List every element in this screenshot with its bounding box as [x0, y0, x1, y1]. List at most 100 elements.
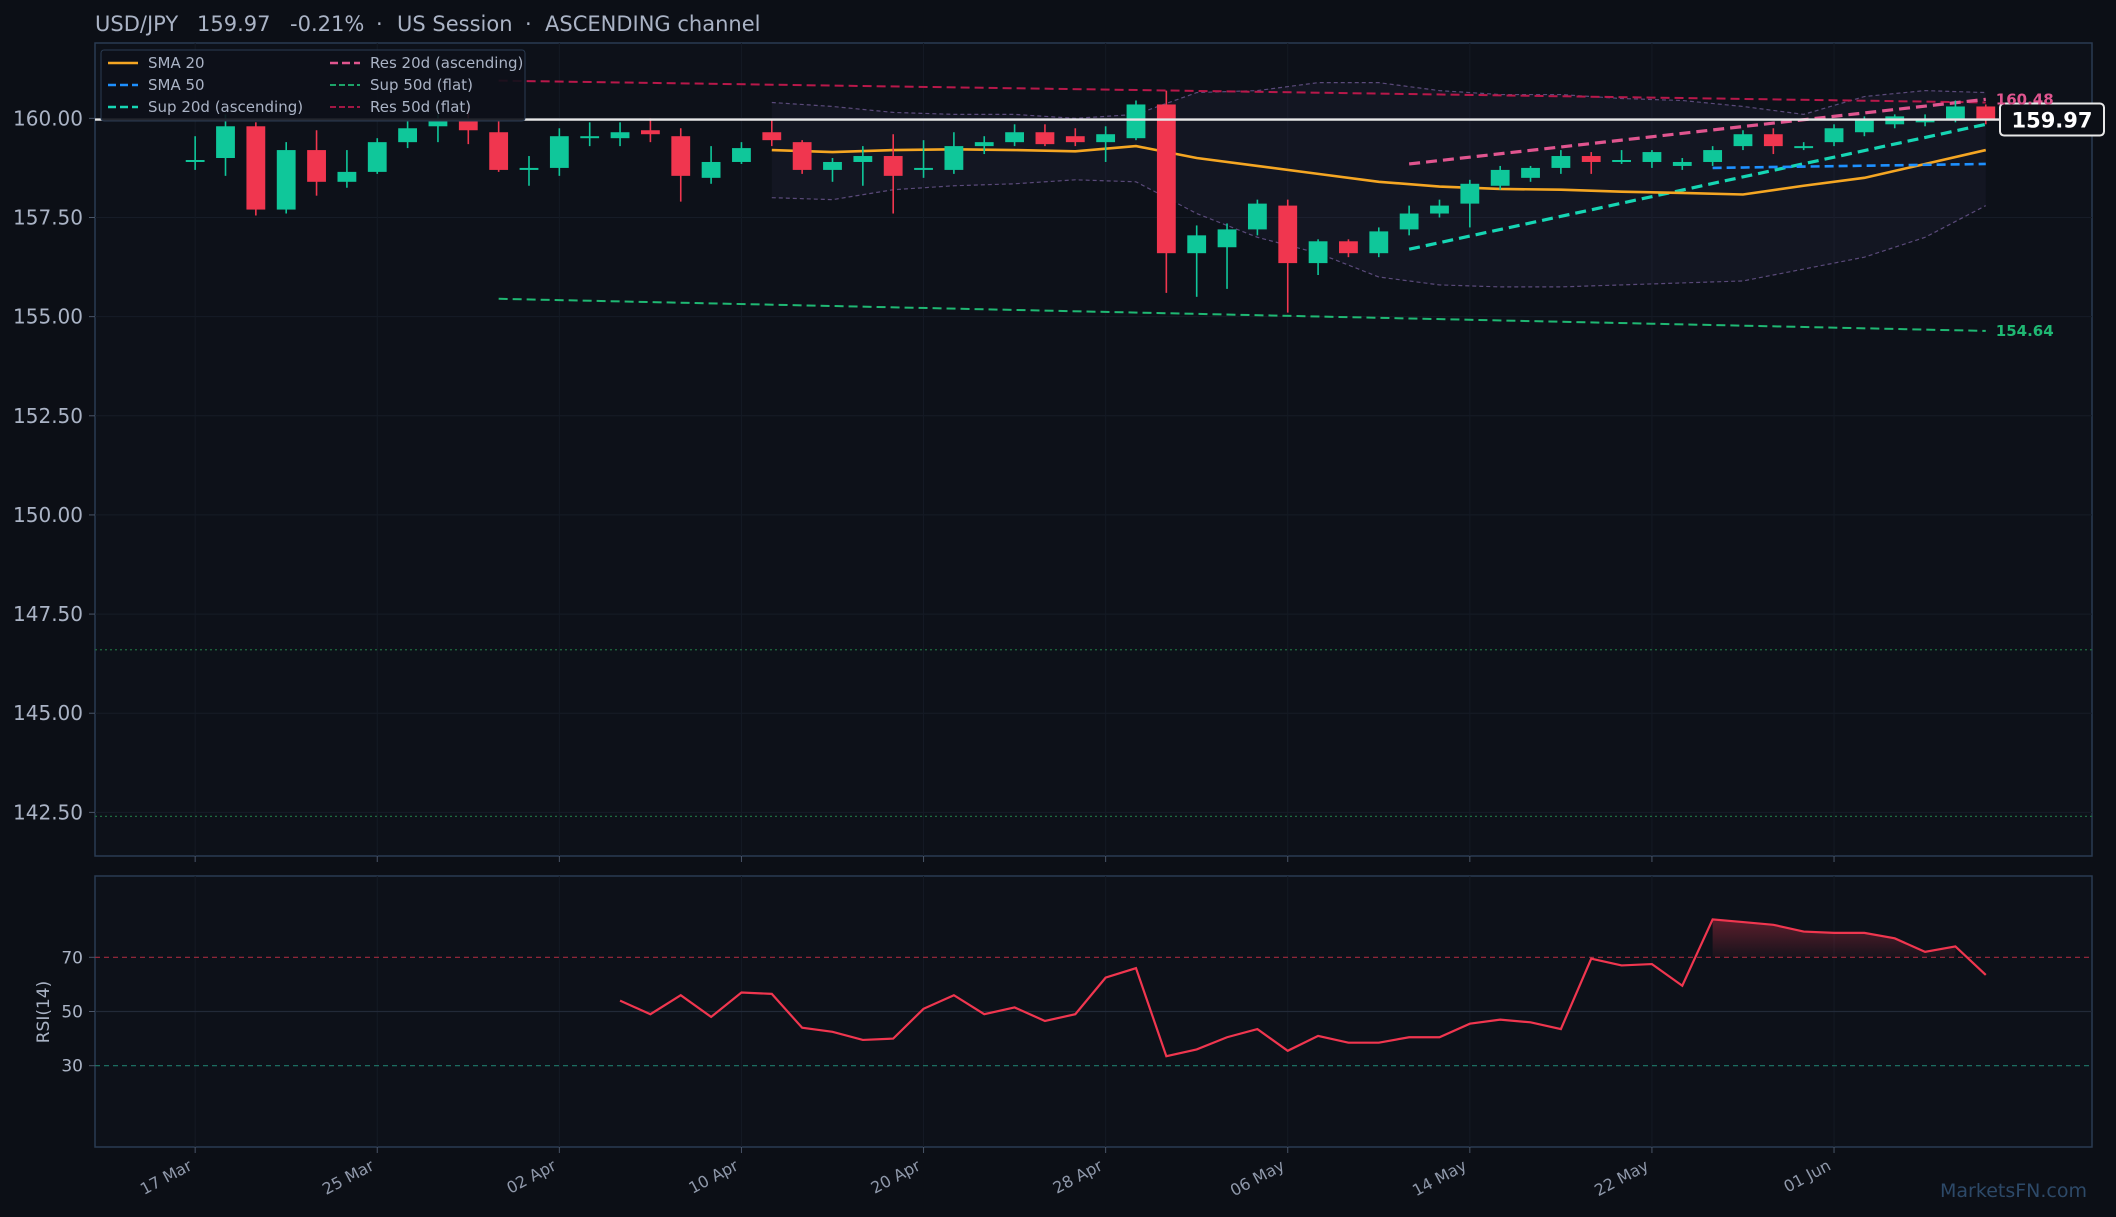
x-tick-label: 17 Mar	[137, 1156, 195, 1199]
candle-down	[458, 120, 478, 131]
sma20-line	[771, 144, 1987, 196]
candle-down	[246, 126, 266, 210]
candle-up	[216, 126, 235, 159]
candle-up	[1490, 169, 1510, 186]
header-separator-1: ·	[376, 12, 383, 36]
header-symbol: USD/JPY	[95, 12, 178, 36]
candle-up	[1642, 152, 1662, 162]
candle-down	[792, 142, 812, 170]
candle-up	[1733, 134, 1753, 147]
header-channel: ASCENDING channel	[545, 12, 760, 36]
candle-down	[1763, 134, 1783, 147]
candle-up	[1854, 120, 1874, 133]
candle-up	[1794, 146, 1814, 149]
current-price-tag	[1999, 102, 2105, 137]
candle-up	[732, 148, 751, 162]
candle-up	[1824, 128, 1844, 143]
legend-label: Sup 20d (ascending)	[148, 98, 303, 116]
sma50-line	[1712, 162, 1986, 170]
channel-band-lower	[771, 179, 1987, 288]
candle-up	[1126, 104, 1146, 139]
x-tick-label: 25 Mar	[319, 1156, 377, 1199]
candle-down	[1278, 205, 1298, 264]
candles	[185, 90, 1996, 313]
watermark: MarketsFN.com	[1940, 1180, 2087, 1202]
x-tick-label: 06 May	[1227, 1156, 1288, 1200]
ascending-sr-lines	[1408, 97, 1987, 251]
price-tick-label: 152.50	[13, 404, 83, 428]
candle-up	[519, 167, 539, 170]
legend-label: Res 20d (ascending)	[370, 54, 523, 72]
x-tick-label: 01 Jun	[1780, 1156, 1833, 1196]
sup-20d-ascending-line	[1408, 122, 1987, 251]
x-tick-label: 20 Apr	[868, 1156, 924, 1198]
candle-down	[1339, 241, 1358, 254]
channel-band-upper	[771, 82, 1986, 119]
price-grid	[95, 43, 2092, 856]
candle-down	[1976, 106, 1996, 120]
candle-up	[1612, 159, 1631, 162]
current-price-line: 159.97	[95, 102, 2105, 137]
legend-label: SMA 20	[148, 54, 205, 72]
header-price: 159.97	[197, 12, 270, 36]
candle-down	[883, 156, 903, 176]
res-20d-ascending-line	[1408, 97, 1986, 166]
candle-up	[823, 161, 842, 170]
header-session: US Session	[397, 12, 513, 36]
candle-up	[1460, 183, 1480, 204]
rsi-overbought-fill	[1712, 919, 1956, 958]
rsi-tick-label: 50	[61, 1003, 83, 1023]
price-tick-label: 150.00	[13, 503, 83, 527]
candle-down	[307, 150, 326, 182]
x-tick-label: 02 Apr	[503, 1156, 559, 1198]
candle-up	[1247, 203, 1267, 230]
candle-up	[549, 136, 569, 168]
candle-up	[1946, 106, 1965, 121]
candle-down	[1065, 136, 1085, 143]
candle-up	[1217, 229, 1237, 248]
candle-up	[701, 161, 721, 178]
sup-50d-flat-line	[498, 297, 1986, 332]
sma-lines	[771, 144, 1987, 196]
current-price-label: 159.97	[2011, 109, 2092, 133]
candle-down	[762, 132, 782, 141]
price-tick-label: 155.00	[13, 305, 83, 329]
candle-up	[337, 171, 357, 182]
candle-up	[974, 142, 994, 147]
candle-down	[640, 130, 660, 135]
legend: SMA 20 SMA 50 Sup 20d (ascending) Res 20d (…	[100, 49, 526, 122]
legend-label: Res 50d (flat)	[370, 98, 471, 116]
candle-up	[1672, 161, 1692, 166]
candle-up	[944, 146, 964, 170]
legend-box	[100, 49, 526, 122]
candle-up	[1096, 134, 1116, 143]
x-tick-label: 14 May	[1409, 1156, 1470, 1200]
rsi-tick-label: 70	[61, 948, 83, 968]
rsi-overbought-area	[1712, 919, 1956, 958]
price-y-axis: 142.50 145.00 147.50 150.00 152.50 155.00 157.…	[13, 106, 95, 824]
rsi-grid	[95, 876, 2092, 1147]
price-tick-label: 147.50	[13, 602, 83, 626]
candle-up	[398, 128, 418, 143]
candle-up	[1521, 167, 1540, 178]
candle-up	[1703, 150, 1723, 162]
price-panel	[94, 42, 2093, 857]
chart-header: USD/JPY 159.97 -0.21% · US Session · ASC…	[95, 12, 760, 36]
candle-up	[1369, 231, 1389, 254]
flat-sr-lines	[498, 79, 1986, 332]
rsi-y-axis: 30 50 70	[61, 948, 95, 1077]
rsi-tick-label: 30	[61, 1057, 83, 1077]
header-separator-2: ·	[525, 12, 532, 36]
legend-label: SMA 50	[148, 76, 205, 94]
level-labels: 160.48 154.64	[1996, 90, 2054, 340]
candle-up	[1005, 132, 1024, 143]
price-tick-label: 160.00	[13, 106, 83, 130]
header-change: -0.21%	[290, 12, 364, 36]
candle-up	[185, 159, 205, 162]
candle-up	[1430, 205, 1449, 214]
candle-down	[489, 132, 509, 170]
candle-down	[1156, 104, 1176, 254]
res-50d-flat-line	[498, 79, 1986, 104]
level-label: 154.64	[1996, 322, 2054, 340]
